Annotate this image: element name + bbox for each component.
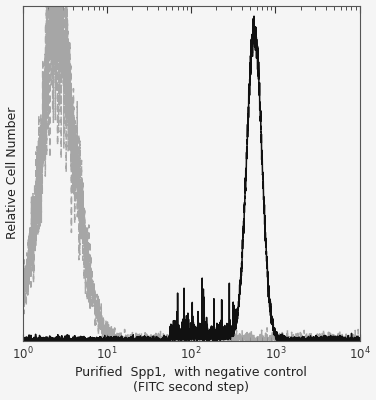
X-axis label: Purified  Spp1,  with negative control
(FITC second step): Purified Spp1, with negative control (FI… (75, 366, 307, 394)
Y-axis label: Relative Cell Number: Relative Cell Number (6, 107, 18, 239)
